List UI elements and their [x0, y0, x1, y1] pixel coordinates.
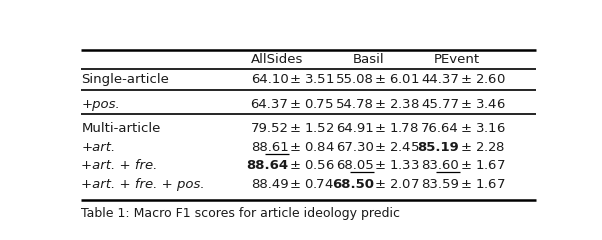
- Text: $\pm$ 0.74: $\pm$ 0.74: [289, 178, 334, 191]
- Text: 54.78: 54.78: [336, 98, 374, 111]
- Text: 68.50: 68.50: [332, 178, 374, 191]
- Text: Multi-article: Multi-article: [81, 122, 161, 135]
- Text: $\pm$ 2.60: $\pm$ 2.60: [460, 73, 506, 86]
- Text: 64.10: 64.10: [250, 73, 288, 86]
- Text: 64.37: 64.37: [250, 98, 288, 111]
- Text: +pos.: +pos.: [81, 98, 120, 111]
- Text: $\pm$ 1.67: $\pm$ 1.67: [460, 159, 506, 172]
- Text: PEvent: PEvent: [433, 53, 480, 66]
- Text: 45.77: 45.77: [421, 98, 459, 111]
- Text: $\pm$ 2.28: $\pm$ 2.28: [460, 141, 505, 154]
- Text: 68.05: 68.05: [336, 159, 374, 172]
- Text: 79.52: 79.52: [250, 122, 288, 135]
- Text: $\pm$ 0.75: $\pm$ 0.75: [289, 98, 334, 111]
- Text: 67.30: 67.30: [336, 141, 374, 154]
- Text: $\pm$ 3.16: $\pm$ 3.16: [460, 122, 506, 135]
- Text: 88.64: 88.64: [246, 159, 288, 172]
- Text: Basil: Basil: [352, 53, 384, 66]
- Text: $\pm$ 6.01: $\pm$ 6.01: [374, 73, 420, 86]
- Text: 76.64: 76.64: [421, 122, 459, 135]
- Text: 88.61: 88.61: [250, 141, 288, 154]
- Text: 64.91: 64.91: [336, 122, 374, 135]
- Text: $\pm$ 1.67: $\pm$ 1.67: [460, 178, 506, 191]
- Text: Table 1: Macro F1 scores for article ideology predic: Table 1: Macro F1 scores for article ide…: [81, 207, 400, 220]
- Text: $\pm$ 2.38: $\pm$ 2.38: [374, 98, 420, 111]
- Text: 44.37: 44.37: [421, 73, 459, 86]
- Text: $\pm$ 1.33: $\pm$ 1.33: [374, 159, 420, 172]
- Text: 83.60: 83.60: [421, 159, 459, 172]
- Text: $\pm$ 3.51: $\pm$ 3.51: [289, 73, 335, 86]
- Text: $\pm$ 1.78: $\pm$ 1.78: [374, 122, 419, 135]
- Text: 83.59: 83.59: [421, 178, 459, 191]
- Text: $\pm$ 0.56: $\pm$ 0.56: [289, 159, 335, 172]
- Text: $\pm$ 0.84: $\pm$ 0.84: [289, 141, 335, 154]
- Text: AllSides: AllSides: [250, 53, 303, 66]
- Text: +art.: +art.: [81, 141, 116, 154]
- Text: $\pm$ 2.07: $\pm$ 2.07: [374, 178, 420, 191]
- Text: 55.08: 55.08: [336, 73, 374, 86]
- Text: 85.19: 85.19: [417, 141, 459, 154]
- Text: +art. + fre. + pos.: +art. + fre. + pos.: [81, 178, 205, 191]
- Text: 88.49: 88.49: [251, 178, 288, 191]
- Text: +art. + fre.: +art. + fre.: [81, 159, 158, 172]
- Text: $\pm$ 1.52: $\pm$ 1.52: [289, 122, 335, 135]
- Text: $\pm$ 2.45: $\pm$ 2.45: [374, 141, 420, 154]
- Text: Single-article: Single-article: [81, 73, 169, 86]
- Text: $\pm$ 3.46: $\pm$ 3.46: [460, 98, 506, 111]
